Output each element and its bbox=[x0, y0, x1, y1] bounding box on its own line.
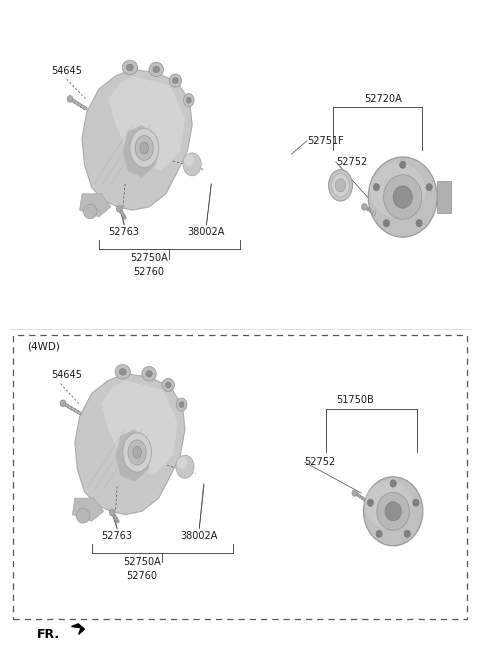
Ellipse shape bbox=[371, 163, 425, 218]
Text: 52720A: 52720A bbox=[364, 94, 402, 104]
Text: FR.: FR. bbox=[36, 628, 60, 641]
Ellipse shape bbox=[120, 369, 126, 375]
Ellipse shape bbox=[128, 440, 146, 465]
Ellipse shape bbox=[179, 401, 184, 407]
Text: 54645: 54645 bbox=[51, 66, 82, 75]
Ellipse shape bbox=[186, 97, 191, 103]
Polygon shape bbox=[437, 181, 451, 213]
Text: 52763: 52763 bbox=[108, 227, 140, 237]
Ellipse shape bbox=[328, 170, 352, 201]
Text: 38002A: 38002A bbox=[180, 531, 218, 541]
Ellipse shape bbox=[331, 173, 349, 197]
Ellipse shape bbox=[385, 502, 401, 521]
Ellipse shape bbox=[146, 371, 152, 377]
Ellipse shape bbox=[413, 499, 419, 506]
Ellipse shape bbox=[373, 184, 379, 191]
Ellipse shape bbox=[122, 60, 138, 75]
Polygon shape bbox=[72, 498, 104, 521]
Ellipse shape bbox=[84, 204, 97, 218]
Ellipse shape bbox=[184, 155, 194, 167]
Ellipse shape bbox=[67, 96, 73, 102]
Ellipse shape bbox=[140, 142, 149, 154]
Ellipse shape bbox=[400, 161, 406, 169]
Ellipse shape bbox=[384, 220, 390, 227]
Ellipse shape bbox=[183, 153, 201, 176]
Ellipse shape bbox=[365, 481, 412, 529]
Ellipse shape bbox=[115, 365, 131, 379]
Ellipse shape bbox=[123, 433, 152, 472]
Text: 52752: 52752 bbox=[305, 457, 336, 467]
Ellipse shape bbox=[176, 455, 194, 478]
Ellipse shape bbox=[176, 398, 187, 411]
Polygon shape bbox=[82, 70, 192, 210]
Polygon shape bbox=[123, 125, 156, 177]
Ellipse shape bbox=[153, 66, 159, 73]
Polygon shape bbox=[75, 374, 185, 514]
Ellipse shape bbox=[126, 64, 133, 71]
Polygon shape bbox=[101, 380, 178, 476]
Ellipse shape bbox=[390, 480, 396, 487]
Ellipse shape bbox=[352, 489, 358, 496]
Ellipse shape bbox=[363, 477, 423, 546]
Ellipse shape bbox=[117, 205, 122, 212]
Text: (4WD): (4WD) bbox=[27, 341, 60, 352]
Polygon shape bbox=[72, 624, 84, 634]
Ellipse shape bbox=[384, 174, 422, 219]
Ellipse shape bbox=[426, 184, 432, 191]
Ellipse shape bbox=[368, 157, 437, 237]
Ellipse shape bbox=[393, 186, 412, 208]
Text: 51750B: 51750B bbox=[336, 395, 373, 405]
Polygon shape bbox=[116, 430, 149, 482]
Polygon shape bbox=[108, 76, 185, 171]
Ellipse shape bbox=[404, 530, 410, 537]
Ellipse shape bbox=[177, 457, 187, 469]
Ellipse shape bbox=[162, 379, 174, 392]
Ellipse shape bbox=[76, 508, 90, 523]
Text: 52750A: 52750A bbox=[123, 557, 161, 567]
Text: 52752: 52752 bbox=[336, 157, 367, 167]
Text: 38002A: 38002A bbox=[188, 227, 225, 237]
Ellipse shape bbox=[377, 493, 409, 530]
Ellipse shape bbox=[376, 530, 382, 537]
Ellipse shape bbox=[166, 382, 171, 388]
Ellipse shape bbox=[173, 77, 178, 83]
Ellipse shape bbox=[130, 129, 158, 168]
Ellipse shape bbox=[367, 499, 373, 506]
Text: 52750A: 52750A bbox=[130, 253, 168, 263]
Text: 52763: 52763 bbox=[101, 531, 132, 541]
Ellipse shape bbox=[109, 509, 115, 516]
Text: 52751F: 52751F bbox=[307, 136, 344, 146]
Text: 54645: 54645 bbox=[51, 370, 82, 380]
Ellipse shape bbox=[142, 367, 156, 381]
Ellipse shape bbox=[183, 94, 194, 107]
Ellipse shape bbox=[133, 447, 142, 459]
Polygon shape bbox=[80, 194, 111, 216]
Ellipse shape bbox=[60, 400, 66, 407]
Ellipse shape bbox=[416, 220, 422, 227]
Ellipse shape bbox=[169, 74, 181, 87]
Ellipse shape bbox=[149, 62, 163, 77]
Ellipse shape bbox=[361, 203, 367, 210]
Ellipse shape bbox=[335, 178, 346, 192]
Text: 52760: 52760 bbox=[133, 268, 165, 277]
Ellipse shape bbox=[135, 136, 154, 161]
Text: 52760: 52760 bbox=[126, 571, 157, 581]
